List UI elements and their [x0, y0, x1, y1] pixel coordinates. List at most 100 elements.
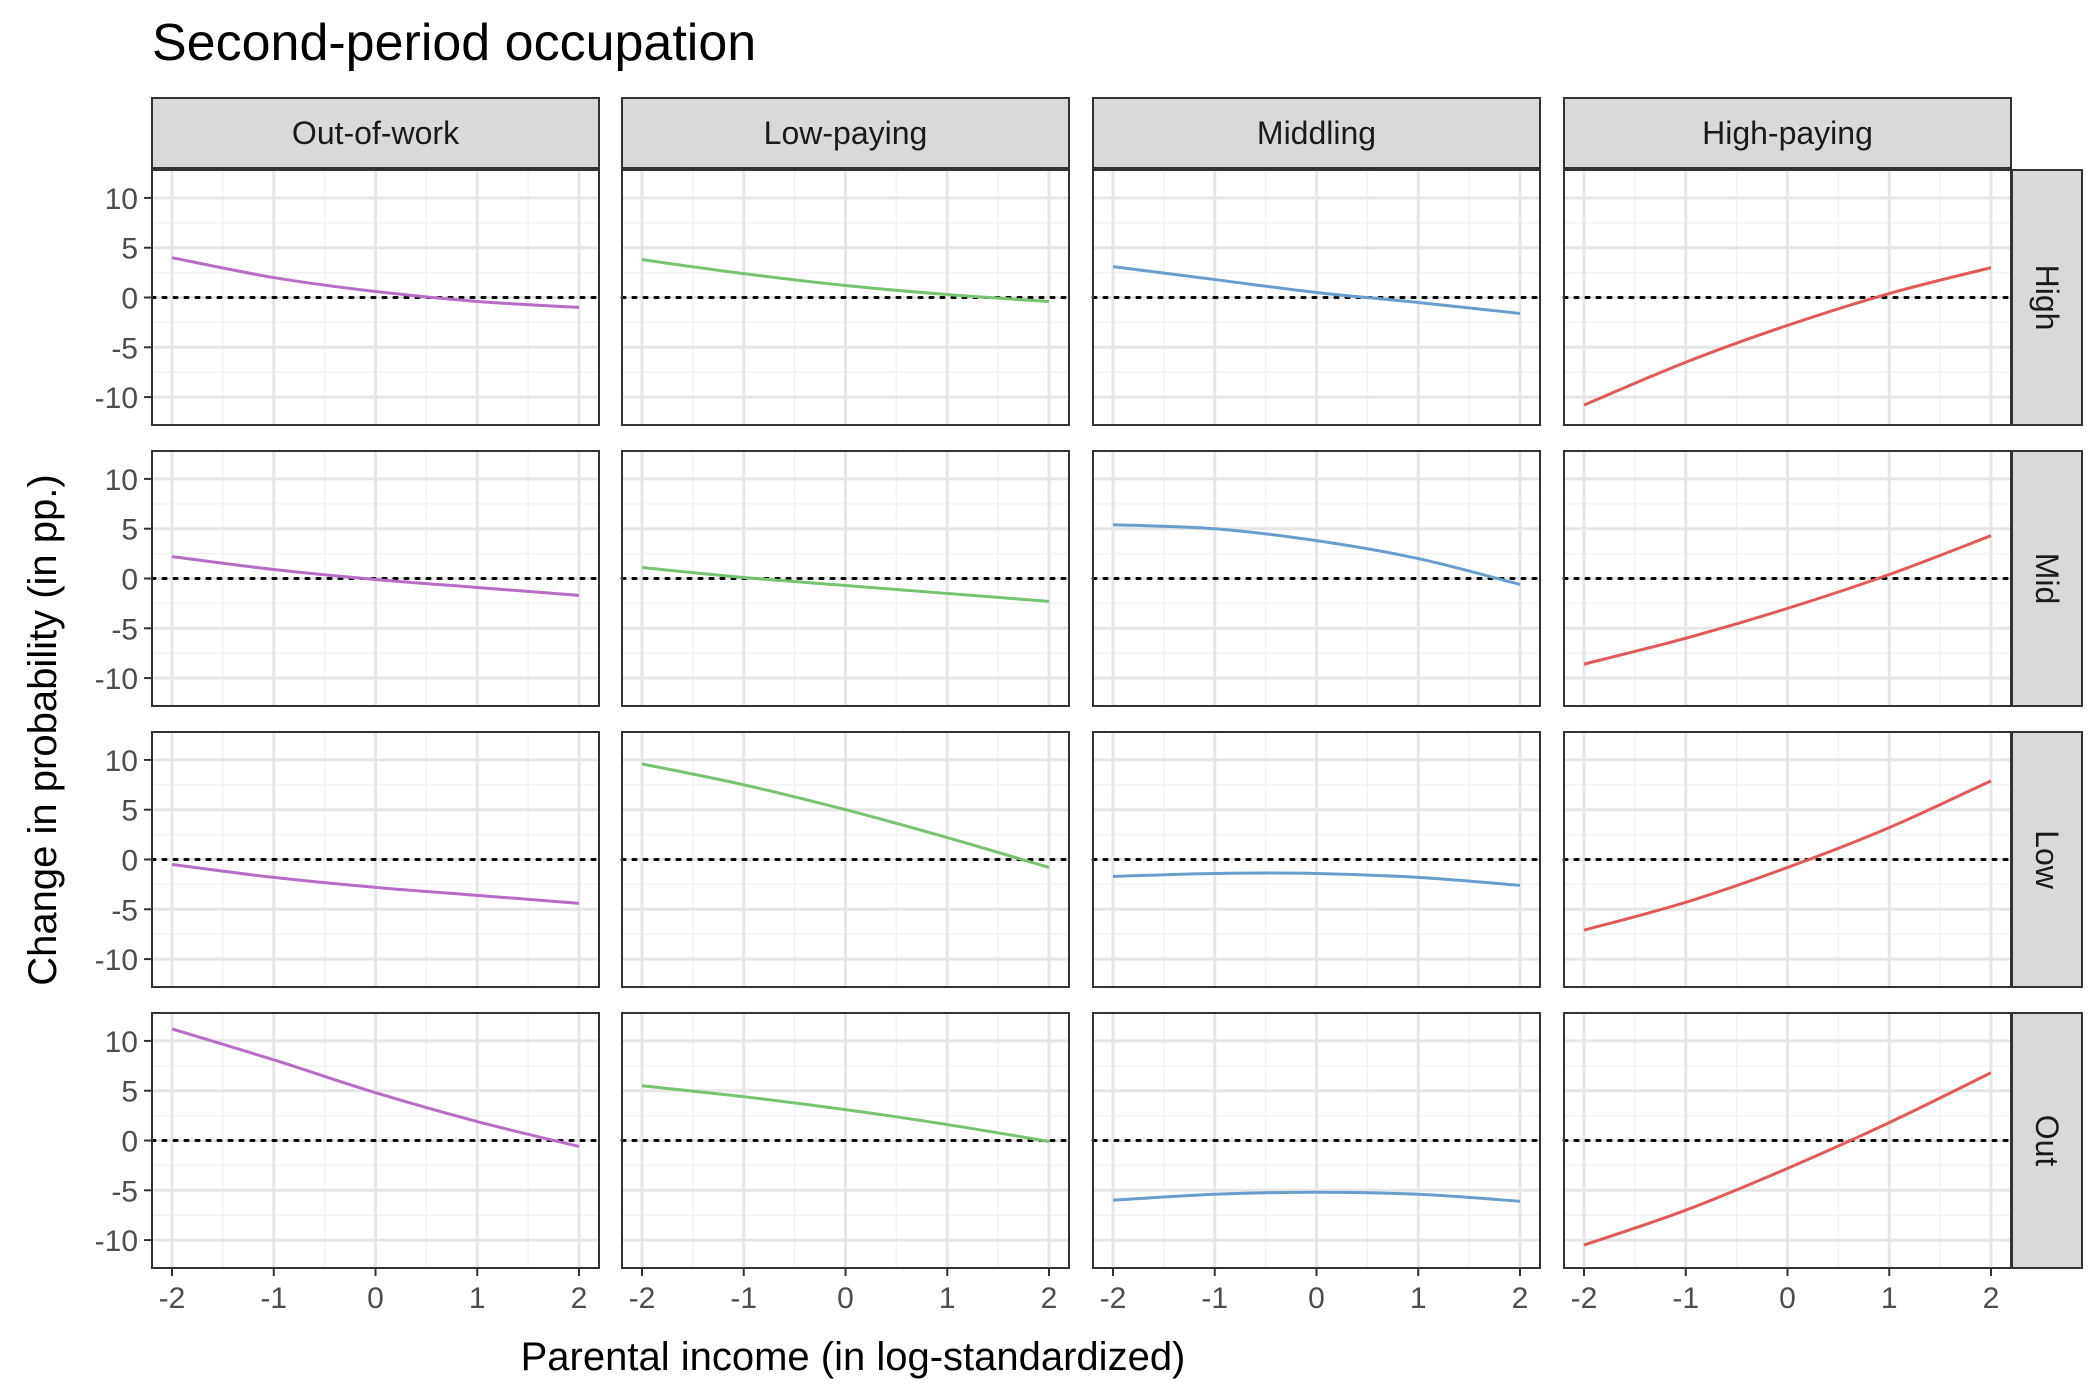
x-axis-title: Parental income (in log-standardized) — [521, 1335, 1186, 1379]
panel-border — [1092, 731, 1541, 988]
x-tick-label: 1 — [469, 1282, 486, 1315]
x-axis-middling: -2 -1 0 1 2 — [1100, 1268, 1529, 1315]
panel-border — [1092, 169, 1541, 426]
x-axis-high-paying: -2 -1 0 1 2 — [1571, 1268, 2000, 1315]
panel-high-out-of-work — [150, 169, 601, 426]
panel-border — [1563, 450, 2012, 707]
panel-low-out-of-work — [150, 731, 601, 988]
row-strip-label: Out — [2029, 1115, 2065, 1167]
y-tick-label: -5 — [111, 1175, 138, 1208]
x-axis-low-paying: -2 -1 0 1 2 — [629, 1268, 1058, 1315]
panel-border — [621, 731, 1070, 988]
series-line — [641, 566, 1050, 603]
column-strip-label: Low-paying — [764, 115, 928, 151]
series-line — [1583, 779, 1992, 932]
facet-grid: Out-of-work Low-paying Middling High-paying… — [95, 97, 2083, 1315]
x-tick-label: 0 — [1779, 1282, 1796, 1315]
panel-border — [1563, 731, 2012, 988]
y-tick-label: 10 — [105, 464, 138, 497]
y-tick-label: -10 — [95, 944, 138, 977]
series-line — [641, 1084, 1050, 1143]
series-line — [171, 256, 580, 309]
column-strip-middling: Middling — [1092, 97, 1541, 169]
x-tick-label: 1 — [1410, 1282, 1427, 1315]
panel-out-middling — [1091, 1012, 1542, 1269]
column-strip-label: Middling — [1257, 115, 1376, 151]
panel-border — [621, 169, 1070, 426]
y-tick-label: 10 — [105, 183, 138, 216]
panel-border — [621, 450, 1070, 707]
y-axis-title: Change in probability (in pp.) — [21, 474, 65, 985]
panel-mid-out-of-work — [150, 450, 601, 707]
series-line — [1112, 1190, 1521, 1203]
x-tick-label: 2 — [1983, 1282, 2000, 1315]
y-tick-label: 0 — [121, 283, 138, 316]
x-tick-label: 0 — [837, 1282, 854, 1315]
row-strip-label: High — [2029, 265, 2065, 331]
series-line — [1583, 1071, 1992, 1247]
column-strip-background — [1563, 97, 2012, 169]
x-tick-label: -1 — [730, 1282, 757, 1315]
row-strip-background — [2011, 169, 2083, 426]
panel-high-middling — [1091, 169, 1542, 426]
y-tick-label: -5 — [111, 613, 138, 646]
x-tick-label: -1 — [1201, 1282, 1228, 1315]
y-tick-label: 5 — [121, 1076, 138, 1109]
row-strip-low: Low — [2011, 731, 2083, 988]
series-line — [171, 1027, 580, 1148]
x-tick-label: 2 — [1041, 1282, 1058, 1315]
column-strip-background — [1092, 97, 1541, 169]
row-strip-label: Mid — [2029, 553, 2065, 605]
y-tick-label: 5 — [121, 233, 138, 266]
x-tick-label: -2 — [629, 1282, 656, 1315]
x-tick-label: 0 — [367, 1282, 384, 1315]
series-line — [641, 258, 1050, 303]
y-tick-label: 0 — [121, 1126, 138, 1159]
y-axis-low: -10 -5 0 5 10 — [95, 745, 152, 977]
y-tick-label: 0 — [121, 564, 138, 597]
panel-border — [1563, 169, 2012, 426]
x-tick-label: 0 — [1308, 1282, 1325, 1315]
column-strip-out-of-work: Out-of-work — [151, 97, 600, 169]
series-line — [171, 555, 580, 597]
x-tick-label: 2 — [571, 1282, 588, 1315]
panel-border — [1092, 450, 1541, 707]
series-line — [1112, 871, 1521, 887]
y-tick-label: -10 — [95, 1225, 138, 1258]
y-axis-out: -10 -5 0 5 10 — [95, 1026, 152, 1258]
panel-mid-middling — [1091, 450, 1542, 707]
x-tick-label: -2 — [159, 1282, 186, 1315]
x-tick-label: -1 — [260, 1282, 287, 1315]
series-line — [1112, 523, 1521, 586]
y-tick-label: -5 — [111, 894, 138, 927]
y-tick-label: 0 — [121, 845, 138, 878]
panel-out-out-of-work — [150, 1012, 601, 1269]
panel-high-high-paying — [1562, 169, 2013, 426]
panel-out-low-paying — [620, 1012, 1071, 1269]
y-axis-mid: -10 -5 0 5 10 — [95, 464, 152, 696]
y-tick-label: 10 — [105, 745, 138, 778]
panel-low-middling — [1091, 731, 1542, 988]
column-strip-label: Out-of-work — [292, 115, 460, 151]
x-tick-label: 1 — [1881, 1282, 1898, 1315]
series-line — [1583, 534, 1992, 666]
x-tick-label: -2 — [1571, 1282, 1598, 1315]
row-strip-background — [2011, 450, 2083, 707]
series-line — [1583, 266, 1992, 407]
x-tick-label: 2 — [1512, 1282, 1529, 1315]
row-strip-mid: Mid — [2011, 450, 2083, 707]
x-axis-out-of-work: -2 -1 0 1 2 — [159, 1268, 588, 1315]
y-tick-label: -10 — [95, 663, 138, 696]
row-strip-label: Low — [2029, 830, 2065, 890]
panel-mid-low-paying — [620, 450, 1071, 707]
column-strip-low-paying: Low-paying — [621, 97, 1070, 169]
panel-low-low-paying — [620, 731, 1071, 988]
row-strip-high: High — [2011, 169, 2083, 426]
panel-out-high-paying — [1562, 1012, 2013, 1269]
row-strip-background — [2011, 731, 2083, 988]
column-strip-high-paying: High-paying — [1563, 97, 2012, 169]
series-line — [641, 762, 1050, 869]
chart-title: Second-period occupation — [152, 14, 756, 72]
y-tick-label: 5 — [121, 514, 138, 547]
y-tick-label: -10 — [95, 382, 138, 415]
